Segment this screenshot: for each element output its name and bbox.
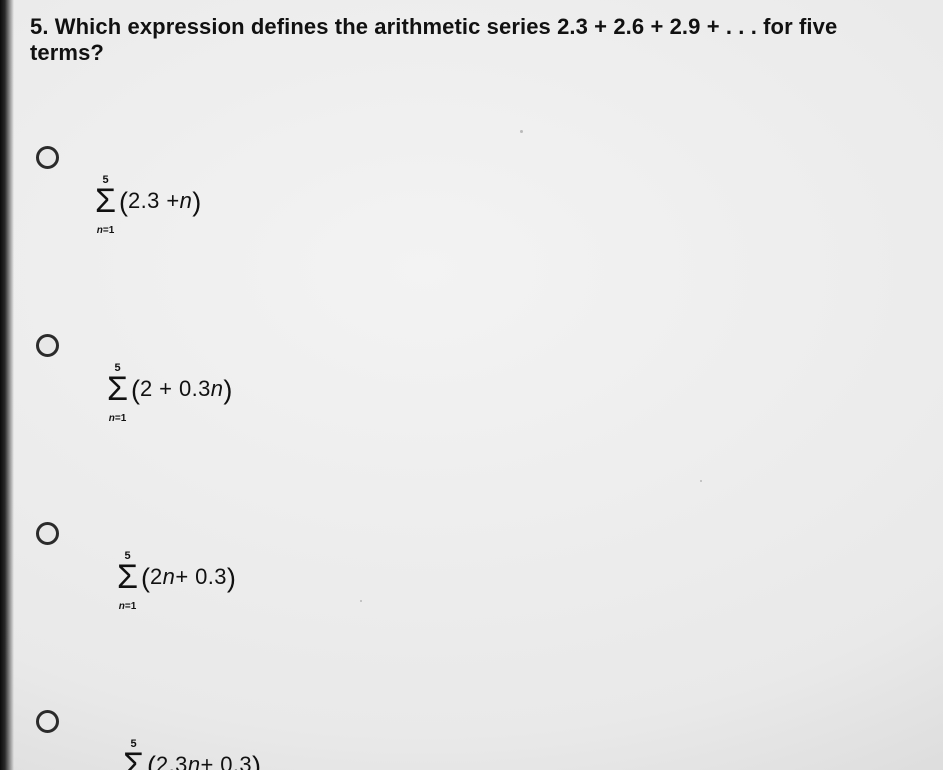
question-body: Which expression defines the arithmetic … <box>30 14 837 65</box>
sigma-lower: n=1 <box>119 601 137 612</box>
radio-b[interactable] <box>36 334 59 357</box>
sigma-symbol: Σ <box>117 562 138 592</box>
option-c[interactable]: 5 Σ n=1 ( 2 n + 0.3 ) <box>36 520 913 616</box>
sigma-icon: 5 Σ n=1 <box>107 350 128 428</box>
option-d-tail: + 0.3 <box>200 752 252 770</box>
sigma-symbol: Σ <box>107 374 128 404</box>
sigma-icon: 5 Σ n=1 <box>117 538 138 616</box>
worksheet-page: 5. Which expression defines the arithmet… <box>0 0 943 770</box>
option-c-expression: 5 Σ n=1 ( 2 n + 0.3 ) <box>117 538 236 616</box>
option-a-var: n <box>180 188 193 214</box>
open-paren: ( <box>119 189 128 216</box>
option-d-var: n <box>188 752 201 770</box>
open-paren: ( <box>147 753 156 770</box>
close-paren: ) <box>192 189 201 216</box>
option-c-var: n <box>163 564 176 590</box>
option-d-expression: 5 Σ n=1 ( 2.3 n + 0.3 ) <box>123 726 261 770</box>
options-group: 5 Σ n=1 ( 2.3 + n ) 5 Σ n=1 ( <box>36 144 913 770</box>
noise-speck <box>700 480 702 482</box>
option-b-lead: 2 + 0.3 <box>140 376 211 402</box>
open-paren: ( <box>141 565 150 592</box>
sigma-symbol: Σ <box>123 750 144 770</box>
close-paren: ) <box>252 753 261 770</box>
option-c-lead: 2 <box>150 564 163 590</box>
option-d[interactable]: 5 Σ n=1 ( 2.3 n + 0.3 ) <box>36 708 913 770</box>
close-paren: ) <box>223 377 232 404</box>
option-a[interactable]: 5 Σ n=1 ( 2.3 + n ) <box>36 144 913 240</box>
close-paren: ) <box>227 565 236 592</box>
radio-a[interactable] <box>36 146 59 169</box>
sigma-symbol: Σ <box>95 186 116 216</box>
sigma-lower: n=1 <box>109 413 127 424</box>
sigma-icon: 5 Σ n=1 <box>123 726 144 770</box>
open-paren: ( <box>131 377 140 404</box>
option-a-expression: 5 Σ n=1 ( 2.3 + n ) <box>95 162 201 240</box>
noise-speck <box>360 600 362 602</box>
radio-c[interactable] <box>36 522 59 545</box>
sigma-upper: 5 <box>114 362 120 374</box>
option-b-var: n <box>211 376 224 402</box>
sigma-upper: 5 <box>124 550 130 562</box>
question-text: 5. Which expression defines the arithmet… <box>30 14 913 66</box>
option-d-lead: 2.3 <box>156 752 188 770</box>
noise-speck <box>520 130 523 133</box>
question-number: 5. <box>30 14 49 39</box>
sigma-lower: n=1 <box>97 225 115 236</box>
sigma-upper: 5 <box>102 174 108 186</box>
sigma-icon: 5 Σ n=1 <box>95 162 116 240</box>
sigma-upper: 5 <box>130 738 136 750</box>
radio-d[interactable] <box>36 710 59 733</box>
option-a-lead: 2.3 + <box>128 188 180 214</box>
option-b-expression: 5 Σ n=1 ( 2 + 0.3 n ) <box>107 350 232 428</box>
option-c-tail: + 0.3 <box>175 564 227 590</box>
option-b[interactable]: 5 Σ n=1 ( 2 + 0.3 n ) <box>36 332 913 428</box>
